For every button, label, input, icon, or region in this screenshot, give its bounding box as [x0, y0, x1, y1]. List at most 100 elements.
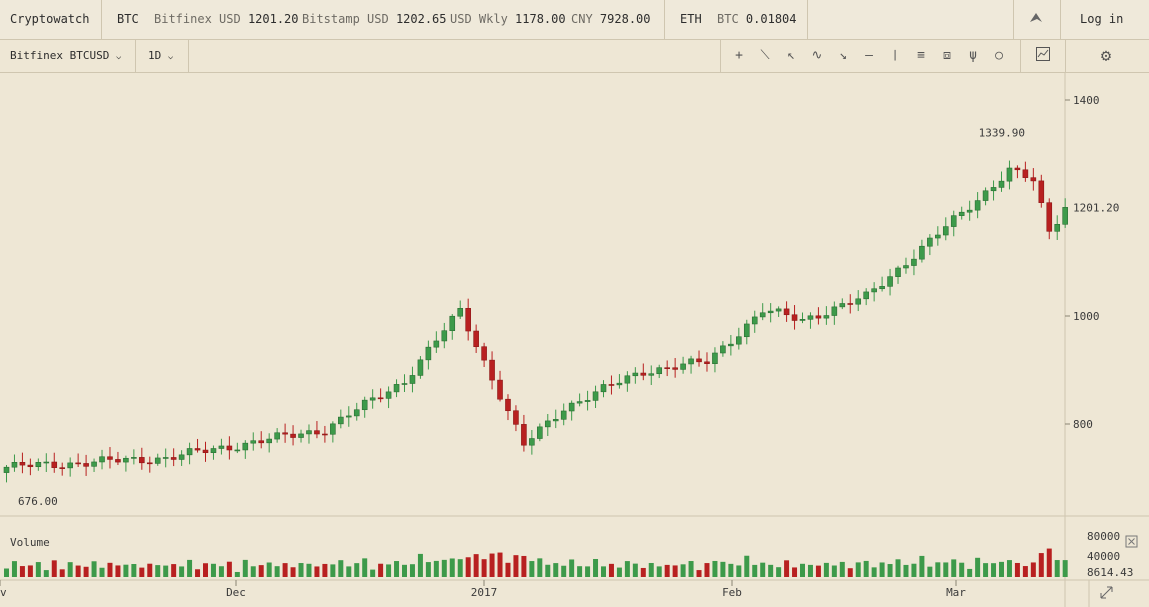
- volume-bar: [433, 560, 439, 577]
- candle: [966, 209, 973, 213]
- candle: [51, 461, 58, 468]
- eth-label[interactable]: ETH: [680, 12, 702, 26]
- candle: [123, 457, 129, 463]
- volume-bar: [728, 563, 734, 577]
- btc-label[interactable]: BTC: [117, 12, 139, 26]
- volume-bar: [537, 558, 543, 577]
- candle: [855, 298, 862, 305]
- app-title[interactable]: Cryptowatch: [10, 12, 90, 26]
- candle: [401, 383, 408, 385]
- volume-bar: [75, 565, 81, 577]
- time-tick-label: 2017: [471, 586, 498, 599]
- candle: [783, 308, 790, 316]
- fib-retracement-icon[interactable]: ≡: [917, 48, 925, 63]
- candle: [226, 445, 233, 451]
- volume-bar: [585, 566, 591, 577]
- candle: [330, 423, 336, 435]
- volume-bar: [608, 563, 614, 577]
- divider: [188, 40, 189, 72]
- candle: [274, 432, 280, 440]
- ray-tool-icon[interactable]: ↖: [787, 48, 795, 63]
- pitchfork-tool-icon[interactable]: ψ: [969, 48, 977, 63]
- volume-bar: [386, 564, 392, 577]
- theme-icon[interactable]: [1026, 0, 1046, 40]
- volume-bar: [497, 552, 503, 577]
- horizontal-line-icon[interactable]: –: [865, 48, 873, 63]
- volume-bar: [298, 563, 304, 577]
- candle: [863, 291, 869, 300]
- candle: [202, 449, 209, 453]
- period-select[interactable]: 1D ⌵: [148, 40, 173, 72]
- ticker-usd-wkly[interactable]: USD Wkly 1178.00: [450, 0, 566, 40]
- ticker-eth-btc[interactable]: BTC 0.01804: [717, 0, 797, 40]
- candle: [361, 399, 368, 411]
- volume-bar: [35, 562, 41, 577]
- candle: [425, 346, 432, 361]
- candle: [131, 457, 137, 459]
- volume-bar: [863, 560, 869, 577]
- login-button[interactable]: Log in: [1080, 12, 1124, 26]
- volume-bar: [800, 563, 805, 577]
- volume-bar: [290, 567, 296, 577]
- circle-tool-icon[interactable]: ○: [995, 48, 1003, 63]
- volume-bar: [632, 563, 638, 577]
- crosshair-icon[interactable]: +: [735, 48, 743, 63]
- volume-bar: [1046, 548, 1052, 577]
- market-select[interactable]: Bitfinex BTCUSD ⌵: [10, 40, 121, 72]
- candle: [489, 359, 495, 381]
- candle: [529, 438, 535, 446]
- gear-icon[interactable]: ⚙: [1100, 46, 1112, 66]
- expand-icon[interactable]: [1100, 586, 1113, 599]
- volume-bar: [258, 565, 264, 577]
- volume-bar: [959, 562, 965, 577]
- volume-bar: [43, 570, 49, 577]
- fan-tool-icon[interactable]: ⧈: [942, 48, 952, 63]
- candle: [568, 402, 575, 412]
- ticker-bitstamp-usd[interactable]: Bitstamp USD 1202.65: [302, 0, 447, 40]
- ticker-bitfinex-usd[interactable]: Bitfinex USD 1201.20: [154, 0, 299, 40]
- vertical-line-icon[interactable]: ❘: [891, 48, 899, 63]
- candle: [154, 457, 161, 464]
- candle: [895, 267, 901, 277]
- volume-bar: [696, 570, 702, 577]
- candle: [616, 382, 623, 386]
- candle: [59, 467, 66, 469]
- candle: [584, 400, 591, 402]
- chart-indicator-icon[interactable]: [1031, 40, 1055, 72]
- volume-bar: [274, 566, 280, 577]
- volume-bar: [656, 566, 662, 577]
- candle: [385, 391, 392, 399]
- candle: [839, 303, 846, 308]
- volume-bar: [1038, 553, 1044, 577]
- volume-bar: [553, 563, 559, 577]
- low-price-label: 676.00: [18, 495, 58, 508]
- volume-bar: [712, 560, 718, 577]
- candle: [815, 315, 822, 319]
- ticker-cny[interactable]: CNY 7928.00: [571, 0, 651, 40]
- candle: [903, 265, 909, 269]
- candle: [433, 340, 440, 348]
- volume-bar: [720, 561, 726, 577]
- line-tool-icon[interactable]: ⟍: [760, 48, 770, 63]
- volume-bar: [346, 566, 352, 577]
- candle: [743, 323, 750, 338]
- curve-tool-icon[interactable]: ∿: [811, 48, 823, 63]
- close-icon[interactable]: [1125, 535, 1138, 548]
- volume-bar: [473, 554, 479, 577]
- candle: [552, 419, 559, 422]
- volume-bar: [441, 559, 447, 577]
- volume-bar: [999, 561, 1004, 577]
- candle: [680, 363, 686, 370]
- volume-bar: [409, 564, 415, 577]
- ticker-value: 1202.65: [395, 12, 447, 26]
- candle: [1038, 180, 1045, 203]
- volume-bar: [266, 562, 272, 577]
- candle: [927, 237, 933, 247]
- ticker-name: BTC: [717, 12, 739, 26]
- candle: [441, 330, 448, 342]
- arrow-tool-icon[interactable]: ↘: [839, 48, 847, 63]
- divider: [135, 40, 136, 72]
- volume-bar: [378, 563, 384, 577]
- volume-bar: [282, 563, 288, 577]
